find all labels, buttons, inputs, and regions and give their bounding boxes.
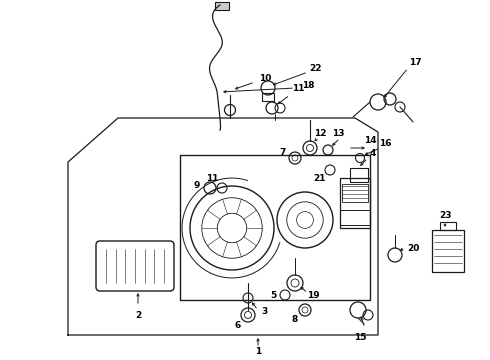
Bar bbox=[340, 178, 370, 228]
Text: 16: 16 bbox=[379, 139, 391, 148]
Text: 10: 10 bbox=[259, 73, 271, 82]
Text: 13: 13 bbox=[332, 129, 344, 138]
Text: 8: 8 bbox=[292, 315, 298, 324]
Bar bbox=[262, 93, 274, 101]
Text: 17: 17 bbox=[409, 58, 421, 67]
Text: 7: 7 bbox=[280, 148, 286, 157]
Text: 11: 11 bbox=[292, 84, 304, 93]
Text: 12: 12 bbox=[314, 129, 326, 138]
Text: 23: 23 bbox=[439, 211, 451, 220]
Bar bbox=[350, 168, 368, 182]
Text: 4: 4 bbox=[370, 149, 376, 158]
Bar bbox=[180, 155, 370, 300]
Text: 19: 19 bbox=[307, 291, 319, 300]
Text: 22: 22 bbox=[309, 63, 321, 72]
Text: 9: 9 bbox=[194, 180, 200, 189]
Bar bbox=[340, 210, 370, 225]
Text: 3: 3 bbox=[262, 307, 268, 316]
Text: 18: 18 bbox=[302, 81, 314, 90]
Text: 2: 2 bbox=[135, 310, 141, 320]
Text: 21: 21 bbox=[314, 174, 326, 183]
Text: 5: 5 bbox=[270, 291, 276, 300]
Bar bbox=[215, 2, 229, 10]
Bar bbox=[440, 222, 456, 230]
Text: 15: 15 bbox=[354, 333, 366, 342]
Bar bbox=[432, 230, 464, 272]
Text: 14: 14 bbox=[364, 135, 376, 144]
Text: 20: 20 bbox=[407, 243, 419, 252]
Text: 1: 1 bbox=[255, 347, 261, 356]
Text: 6: 6 bbox=[235, 320, 241, 329]
Bar bbox=[342, 184, 368, 202]
Text: 11: 11 bbox=[206, 174, 218, 183]
